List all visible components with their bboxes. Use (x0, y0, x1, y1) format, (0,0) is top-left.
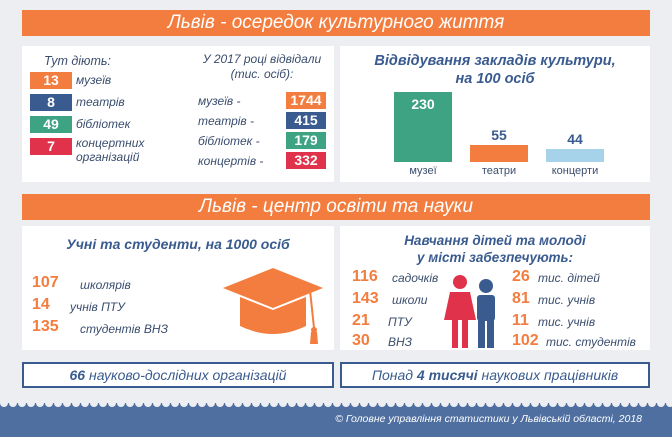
museums-count-badge: 13 (30, 72, 72, 89)
universities-label: ВНЗ (388, 335, 413, 349)
students-panel: Учні та студенти, на 1000 осіб 107 школя… (22, 226, 334, 350)
visited-museums-label: музеїв - (198, 94, 241, 108)
universities-value: 30 (352, 332, 370, 349)
footer-scallop-edge (0, 403, 672, 407)
bar-category-theatres: театри (481, 165, 517, 177)
researchers-label: наукових працівників (481, 367, 619, 383)
children-value: 26 (512, 268, 530, 285)
libraries-label: бібліотек (76, 117, 131, 131)
university-label: студентів ВНЗ (80, 322, 168, 336)
attendance-chart-title-line2: на 100 осіб (455, 71, 535, 87)
vocational-pupils-label: тис. учнів (538, 315, 596, 329)
visited-museums-value: 1744 (286, 92, 326, 109)
visited-title-line2: (тис. осіб): (230, 67, 294, 81)
attendance-chart-panel: Відвідування закладів культури, на 100 о… (340, 46, 650, 182)
culture-banner: Львів - осередок культурного життя (22, 10, 650, 36)
visited-title: У 2017 році відвідали (тис. осіб): (202, 52, 322, 82)
visited-theatres-label: театрів - (198, 114, 255, 128)
operating-title: Тут діють: (44, 54, 111, 68)
research-orgs-label: науково-дослідних організацій (88, 367, 287, 383)
researchers-box: Понад 4 тисячі наукових працівників (340, 362, 650, 388)
vocational-schools-value: 21 (352, 312, 370, 329)
vocational-schools-label: ПТУ (388, 315, 412, 329)
provision-panel: Навчання дітей та молоді у місті забезпе… (340, 226, 650, 350)
vocational-label: учнів ПТУ (70, 300, 125, 314)
children-label: тис. дітей (538, 271, 600, 285)
students-label: тис. студентів (546, 335, 636, 349)
graduation-cap-icon (223, 268, 323, 344)
pupils-value: 107 (32, 274, 59, 291)
footer-source-text: Головне управління статистики у Львівськ… (345, 413, 642, 425)
researchers-prefix: Понад (371, 367, 413, 383)
students-value: 102 (512, 332, 539, 349)
museums-label: музеїв (76, 73, 112, 87)
pupils-label: школярів (80, 278, 131, 292)
schools-label: школи (392, 293, 428, 307)
visited-libraries-label: бібліотек - (198, 134, 260, 148)
school-pupils-label: тис. учнів (538, 293, 596, 307)
theatres-label: театрів (76, 95, 125, 109)
bar-museums (394, 92, 452, 162)
bar-theatres (470, 145, 528, 162)
university-value: 135 (32, 318, 59, 335)
footer-source: © Головне управління статистики у Львівс… (335, 413, 642, 425)
provision-title-line2: у місті забезпечують: (417, 250, 573, 265)
schools-value: 143 (352, 290, 379, 307)
visited-concerts-label: концертів - (198, 154, 264, 168)
attendance-chart-title-line1: Відвідування закладів культури, (374, 53, 616, 69)
kindergartens-value: 116 (352, 268, 378, 285)
libraries-count-badge: 49 (30, 116, 72, 133)
vocational-value: 14 (32, 296, 50, 313)
concert-orgs-count-badge: 7 (30, 138, 72, 155)
concert-orgs-label-line1: концертних (76, 136, 145, 150)
attendance-bar-chart: 230 музеї 55 театри 44 концерти (340, 46, 650, 182)
research-orgs-box: 66 науково-дослідних організацій (22, 362, 334, 388)
visited-theatres-value: 415 (286, 112, 326, 129)
education-banner: Львів - центр освіти та науки (22, 194, 650, 220)
visited-concerts-value: 332 (286, 152, 326, 169)
visited-libraries-value: 179 (286, 132, 326, 149)
kindergartens-label: садочків (392, 271, 439, 285)
culture-panel: Тут діють: 13 музеїв 8 театрів 49 бібліо… (22, 46, 334, 182)
concert-orgs-label-line2: організацій (76, 150, 140, 164)
visited-title-line1: У 2017 році відвідали (202, 52, 322, 66)
bar-value-theatres: 55 (491, 127, 507, 143)
copyright-icon: © (335, 413, 343, 425)
students-title: Учні та студенти, на 1000 осіб (66, 236, 290, 252)
theatres-count-badge: 8 (30, 94, 72, 111)
attendance-chart-title: Відвідування закладів культури, на 100 о… (340, 52, 650, 88)
provision-title-line1: Навчання дітей та молоді (404, 233, 586, 248)
research-orgs-count: 66 (69, 367, 86, 383)
children-icon (444, 275, 495, 348)
concert-orgs-label: концертних організацій (76, 136, 144, 164)
vocational-pupils-value: 11 (512, 312, 529, 329)
bar-value-museums: 230 (411, 96, 435, 112)
bar-value-concerts: 44 (567, 131, 583, 147)
bar-category-concerts: концерти (551, 165, 599, 177)
bar-category-museums: музеї (409, 165, 437, 177)
footer-bar: © Головне управління статистики у Львівс… (0, 403, 672, 437)
provision-title: Навчання дітей та молоді у місті забезпе… (340, 232, 650, 266)
researchers-count: 4 тисячі (416, 367, 478, 383)
school-pupils-value: 81 (512, 290, 530, 307)
bar-concerts (546, 149, 604, 162)
